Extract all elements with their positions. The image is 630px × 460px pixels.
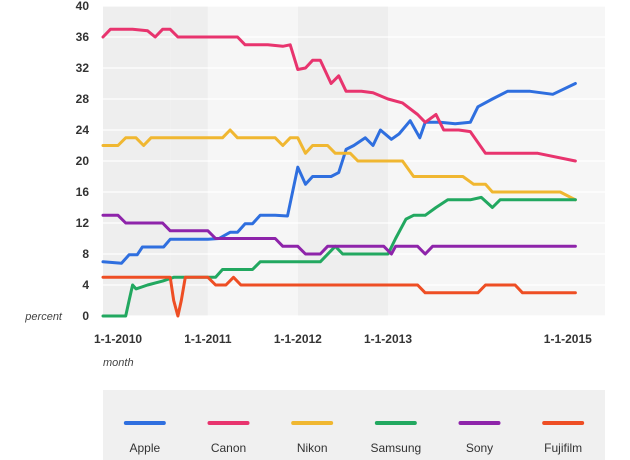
y-tick-label: 8	[82, 247, 89, 261]
y-tick-label: 24	[76, 123, 90, 137]
x-tick-label: 1-1-2013	[364, 332, 412, 346]
x-tick-label: 1-1-2010	[94, 332, 142, 346]
y-tick-label: 36	[76, 30, 90, 44]
legend-label-sony: Sony	[466, 441, 493, 455]
series-line-samsung	[101, 195, 577, 318]
x-axis-ticks: 1-1-2010 1-1-2011 1-1-2012 1-1-2013 1-1-2015	[94, 332, 592, 346]
series-line-nikon	[101, 128, 577, 202]
y-tick-label: 12	[76, 216, 90, 230]
y-tick-label: 16	[76, 185, 90, 199]
legend-label-apple: Apple	[129, 441, 160, 455]
x-tick-label: 1-1-2015	[544, 332, 592, 346]
x-tick-label: 1-1-2012	[274, 332, 322, 346]
legend-label-samsung: Samsung	[370, 441, 421, 455]
legend: Apple Canon Nikon Samsung Sony Fujifilm	[123, 421, 585, 455]
series-line-sony	[101, 213, 577, 256]
legend-label-nikon: Nikon	[297, 441, 328, 455]
legend-label-canon: Canon	[211, 441, 246, 455]
x-axis-label: month	[103, 357, 134, 369]
y-tick-label: 20	[76, 154, 90, 168]
y-tick-label: 32	[76, 61, 90, 75]
series-line-apple	[101, 82, 577, 265]
legend-panel	[103, 390, 605, 460]
y-tick-label: 28	[76, 92, 90, 106]
y-axis-label: percent	[24, 311, 63, 323]
y-tick-label: 40	[76, 0, 90, 13]
series-line-canon	[101, 27, 577, 163]
series-line-fujifilm	[101, 275, 577, 318]
y-axis-ticks: 0 4 8 12 16 20 24 28 32 36 40	[76, 0, 90, 323]
x-tick-label: 1-1-2011	[184, 332, 232, 346]
legend-label-fujifilm: Fujifilm	[544, 441, 582, 455]
y-tick-label: 4	[82, 278, 89, 292]
y-tick-label: 0	[82, 309, 89, 323]
series-lines	[101, 27, 577, 318]
